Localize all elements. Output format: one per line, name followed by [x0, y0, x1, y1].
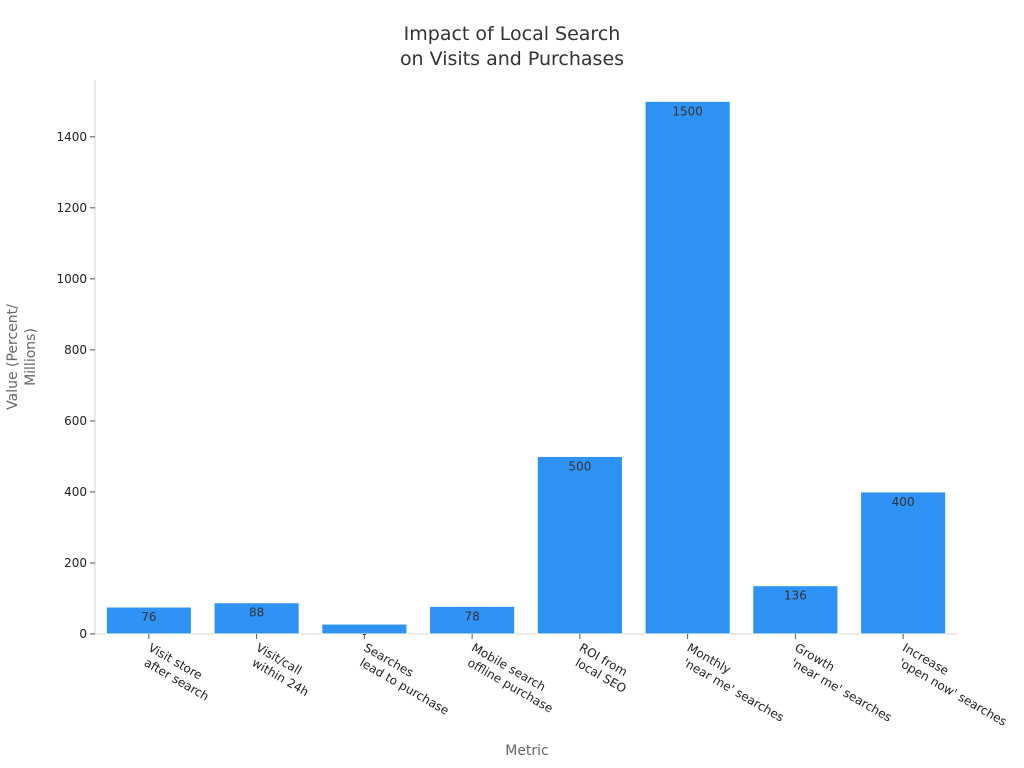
bar-value-label: 76	[141, 610, 156, 624]
y-axis-title: Value (Percent/ Millions)	[5, 304, 39, 410]
y-tick-label: 800	[64, 343, 87, 357]
y-tick-label: 0	[79, 627, 87, 641]
x-tick-label: Increase'open now' searches	[896, 640, 1009, 728]
y-tick-label: 600	[64, 414, 87, 428]
x-axis-title: Metric	[505, 743, 549, 759]
y-tick-label: 400	[64, 485, 87, 499]
bar	[860, 491, 947, 635]
bar	[644, 100, 731, 635]
y-tick-label: 200	[64, 556, 87, 570]
chart-title-line-1: Impact of Local Search	[404, 23, 621, 45]
bar-value-label: 78	[464, 609, 479, 623]
bar-value-label: 1500	[672, 104, 703, 118]
x-tick-label: Growth'near me' searches	[788, 640, 894, 724]
y-tick-label: 1200	[56, 201, 87, 215]
x-tick-label-line: 'near me' searches	[788, 655, 894, 724]
bar	[536, 455, 623, 635]
bar-value-label: 88	[249, 606, 264, 620]
bar	[105, 606, 192, 635]
x-tick-label: Monthly'near me' searches	[681, 640, 787, 724]
y-axis-title-line-1: Value (Percent/	[5, 304, 21, 410]
y-axis-title-line-2: Millions)	[23, 328, 39, 386]
x-tick-label-line: 'open now' searches	[896, 655, 1009, 728]
bar-value-label: 400	[892, 495, 915, 509]
bar-value-label: 500	[568, 459, 591, 473]
chart-title-line-2: on Visits and Purchases	[400, 48, 624, 70]
plot-area: 0 200 400 600 800 1000 1200 1400 76 Visit storeaf…	[56, 80, 1009, 729]
bar-value-label: 136	[784, 589, 807, 603]
y-tick-label: 1000	[56, 272, 87, 286]
bar	[213, 602, 300, 635]
y-tick-label: 1400	[56, 130, 87, 144]
x-tick-label-line: 'near me' searches	[681, 655, 787, 724]
